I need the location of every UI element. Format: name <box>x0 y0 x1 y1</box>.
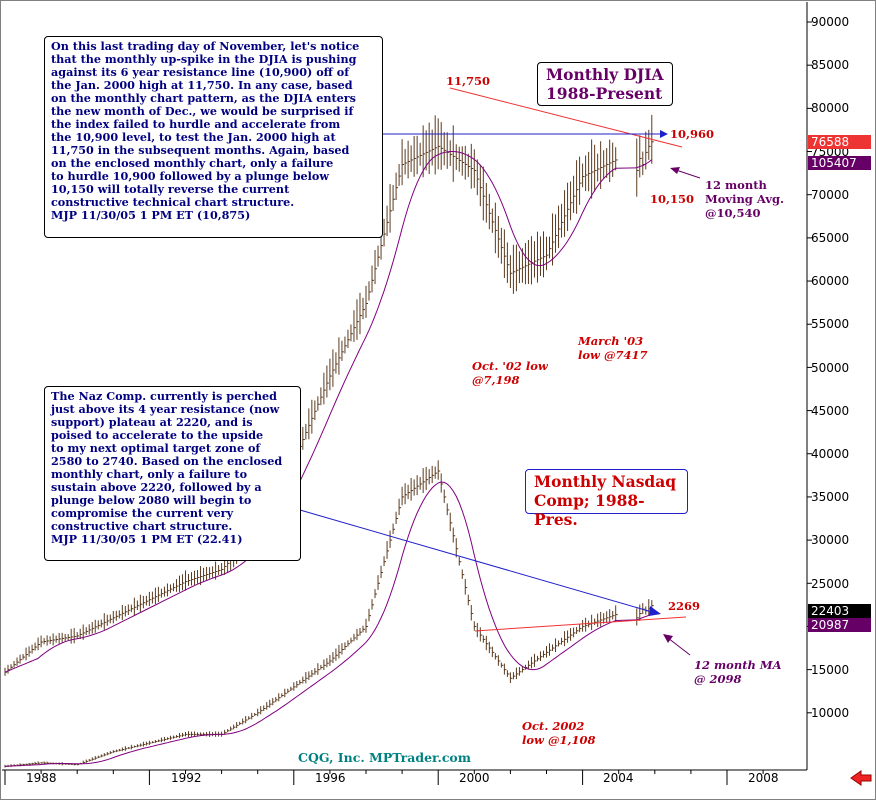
djia-commentary-box: On this last trading day of November, le… <box>44 36 383 238</box>
x-tick-label: 2008 <box>748 771 779 785</box>
nasdaq-price-tag-black: 22403 <box>808 604 871 618</box>
x-tick-label: 1996 <box>315 771 346 785</box>
nasdaq-price-bars <box>4 460 654 768</box>
djia-oct02-low-label: Oct. '02 low @7,198 <box>472 359 548 387</box>
djia-march03-low-label: March '03 low @7417 <box>578 334 648 362</box>
x-tick-label: 2000 <box>459 771 490 785</box>
y-tick-label: 80000 <box>811 101 850 115</box>
nasdaq-ma-label: 12 month MA @ 2098 <box>694 658 782 686</box>
djia-price-tag-purple: 105407 <box>808 156 871 170</box>
y-tick-label: 45000 <box>811 404 850 418</box>
nasdaq-oct2002-low-label: Oct. 2002 low @1,108 <box>522 719 596 747</box>
djia-moving-average-line <box>4 151 653 673</box>
y-tick-label: 50000 <box>811 361 850 375</box>
nasdaq-resistance-label: 2269 <box>668 599 701 613</box>
djia-high-label: 11,750 <box>446 74 491 88</box>
y-tick-label: 15000 <box>811 663 850 677</box>
djia-resistance-label: 10,960 <box>670 127 715 141</box>
nasdaq-moving-average-line <box>4 481 652 767</box>
djia-ma-pointer <box>675 169 701 179</box>
chart-credit: CQG, Inc. MPTrader.com <box>298 750 471 765</box>
nasdaq-price-tag-purple: 20987 <box>808 618 871 632</box>
djia-support-label: 10,150 <box>650 192 695 206</box>
nasdaq-trend-line <box>299 509 653 613</box>
y-tick-label: 85000 <box>811 58 850 72</box>
nasdaq-ma-pointer <box>667 637 691 656</box>
y-tick-label: 90000 <box>811 15 850 29</box>
nasdaq-chart-title: Monthly Nasdaq Comp; 1988-Pres. <box>525 469 688 529</box>
nasdaq-resistance-line <box>474 616 687 632</box>
djia-ma-label: 12 month Moving Avg. @10,540 <box>705 178 785 220</box>
djia-horizontal-arrowhead <box>660 130 668 138</box>
x-tick-label: 2004 <box>603 771 634 785</box>
djia-resistance-line <box>449 87 683 148</box>
y-tick-label: 40000 <box>811 447 850 461</box>
djia-chart-title: Monthly DJIA 1988-Present <box>537 62 673 106</box>
x-tick-label: 1988 <box>26 771 57 785</box>
y-tick-label: 60000 <box>811 274 850 288</box>
nasdaq-commentary-box: The Naz Comp. currently is perched just … <box>44 386 301 561</box>
x-tick-label: 1992 <box>171 771 202 785</box>
y-tick-label: 35000 <box>811 490 850 504</box>
y-tick-label: 70000 <box>811 188 850 202</box>
djia-price-tag-red: 76588 <box>808 135 871 149</box>
scroll-left-arrow-icon[interactable] <box>849 769 873 787</box>
y-tick-label: 10000 <box>811 706 850 720</box>
y-tick-label: 25000 <box>811 577 850 591</box>
nasdaq-trend-arrowhead <box>649 606 661 616</box>
y-tick-label: 30000 <box>811 533 850 547</box>
djia-ma-pointer-head <box>670 167 680 174</box>
y-tick-label: 65000 <box>811 231 850 245</box>
nasdaq-ma-pointer-head <box>663 634 673 643</box>
y-tick-label: 55000 <box>811 317 850 331</box>
